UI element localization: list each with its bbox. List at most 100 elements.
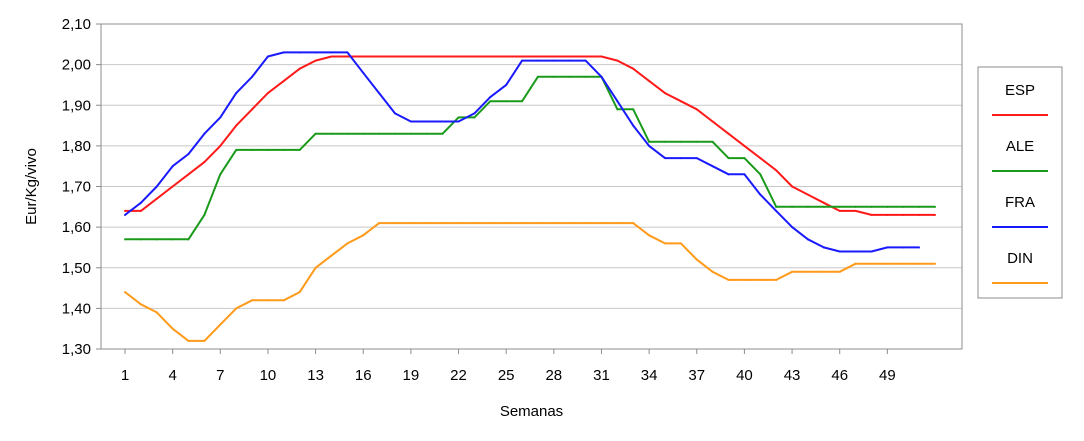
x-tick-label: 28 <box>545 367 562 384</box>
x-tick-label: 4 <box>168 367 176 384</box>
data-point <box>203 213 206 216</box>
data-point <box>378 92 381 95</box>
data-point <box>505 55 508 58</box>
data-point <box>266 299 269 302</box>
data-point <box>791 270 794 273</box>
x-tick-label: 46 <box>831 367 848 384</box>
data-point <box>552 59 555 62</box>
data-point <box>791 185 794 188</box>
data-point <box>918 205 921 208</box>
data-point <box>918 246 921 249</box>
data-point <box>536 55 539 58</box>
y-tick-label: 1,30 <box>62 341 91 358</box>
data-point <box>171 327 174 330</box>
data-point <box>838 250 841 253</box>
y-tick-label: 2,10 <box>62 16 91 33</box>
legend-label: DIN <box>1007 250 1033 267</box>
data-point <box>584 59 587 62</box>
x-axis-title: Semanas <box>500 403 563 420</box>
legend-item-din: DIN <box>992 250 1048 284</box>
data-point <box>187 153 190 155</box>
x-tick-label: 22 <box>450 367 467 384</box>
x-tick-label: 31 <box>593 367 610 384</box>
data-point <box>759 157 762 160</box>
data-point <box>489 100 492 103</box>
data-point <box>298 67 301 70</box>
data-point <box>822 270 825 273</box>
y-tick-label: 1,70 <box>62 179 91 196</box>
x-tick-label: 19 <box>403 367 420 384</box>
data-point <box>378 55 381 58</box>
data-point <box>219 116 222 119</box>
data-point <box>695 108 698 111</box>
x-axis-ticks: 1 4 7 10 13 16 19 22 25 28 31 34 37 40 43 46 49 <box>121 349 896 384</box>
x-tick-label: 37 <box>688 367 705 384</box>
data-point <box>441 120 444 123</box>
y-axis-ticks: 1,30 1,40 1,50 1,60 1,70 1,80 1,90 2,00 2,10 <box>62 16 101 358</box>
data-point <box>457 120 460 123</box>
data-point <box>648 144 651 147</box>
data-point <box>870 205 873 208</box>
data-point <box>203 339 206 342</box>
series-line-esp <box>125 55 935 216</box>
legend-item-fra: FRA <box>992 194 1048 228</box>
data-point <box>870 250 873 253</box>
data-point <box>886 213 889 216</box>
data-point <box>822 205 825 208</box>
data-point <box>409 120 412 123</box>
data-point <box>775 169 778 172</box>
data-point <box>711 270 714 273</box>
data-point <box>854 209 857 212</box>
data-point <box>346 132 349 135</box>
data-point <box>235 124 238 127</box>
y-tick-label: 2,00 <box>62 57 91 74</box>
data-point <box>632 108 635 111</box>
data-point <box>664 157 666 160</box>
data-point <box>330 51 333 54</box>
data-point <box>918 213 921 216</box>
data-point <box>918 262 921 265</box>
data-point <box>791 226 794 229</box>
data-point <box>854 250 857 253</box>
data-point <box>902 213 905 216</box>
data-point <box>695 258 698 261</box>
data-point <box>902 262 905 265</box>
data-point <box>552 55 555 58</box>
data-point <box>409 132 412 135</box>
x-tick-label: 25 <box>498 367 515 384</box>
data-point <box>394 222 396 225</box>
data-point <box>409 222 412 225</box>
data-point <box>886 205 889 208</box>
x-tick-label: 10 <box>260 367 277 384</box>
data-point <box>886 246 889 249</box>
data-point <box>568 75 571 78</box>
data-point <box>632 67 635 70</box>
data-point <box>139 303 142 306</box>
data-point <box>711 165 714 168</box>
gridlines <box>101 64 962 309</box>
data-point <box>219 323 222 326</box>
data-point <box>187 173 190 176</box>
data-point <box>695 140 698 143</box>
data-point <box>187 339 190 342</box>
data-point <box>902 205 905 208</box>
legend-item-esp: ESP <box>992 82 1048 116</box>
data-point <box>251 299 254 302</box>
data-point <box>806 205 809 208</box>
series-lines <box>124 51 936 342</box>
data-point <box>854 205 857 208</box>
data-point <box>330 55 333 58</box>
data-point <box>727 278 730 281</box>
data-point <box>155 238 158 241</box>
y-tick-label: 1,50 <box>62 260 91 277</box>
x-tick-label: 7 <box>216 367 224 384</box>
data-point <box>934 262 936 265</box>
data-point <box>457 116 460 119</box>
data-point <box>330 254 333 257</box>
data-point <box>171 165 174 168</box>
legend-label: FRA <box>1005 194 1035 211</box>
legend-items: ESP ALE FRA DIN <box>992 82 1048 284</box>
legend-item-ale: ALE <box>992 138 1048 172</box>
x-tick-label: 40 <box>736 367 753 384</box>
x-tick-label: 16 <box>355 367 372 384</box>
